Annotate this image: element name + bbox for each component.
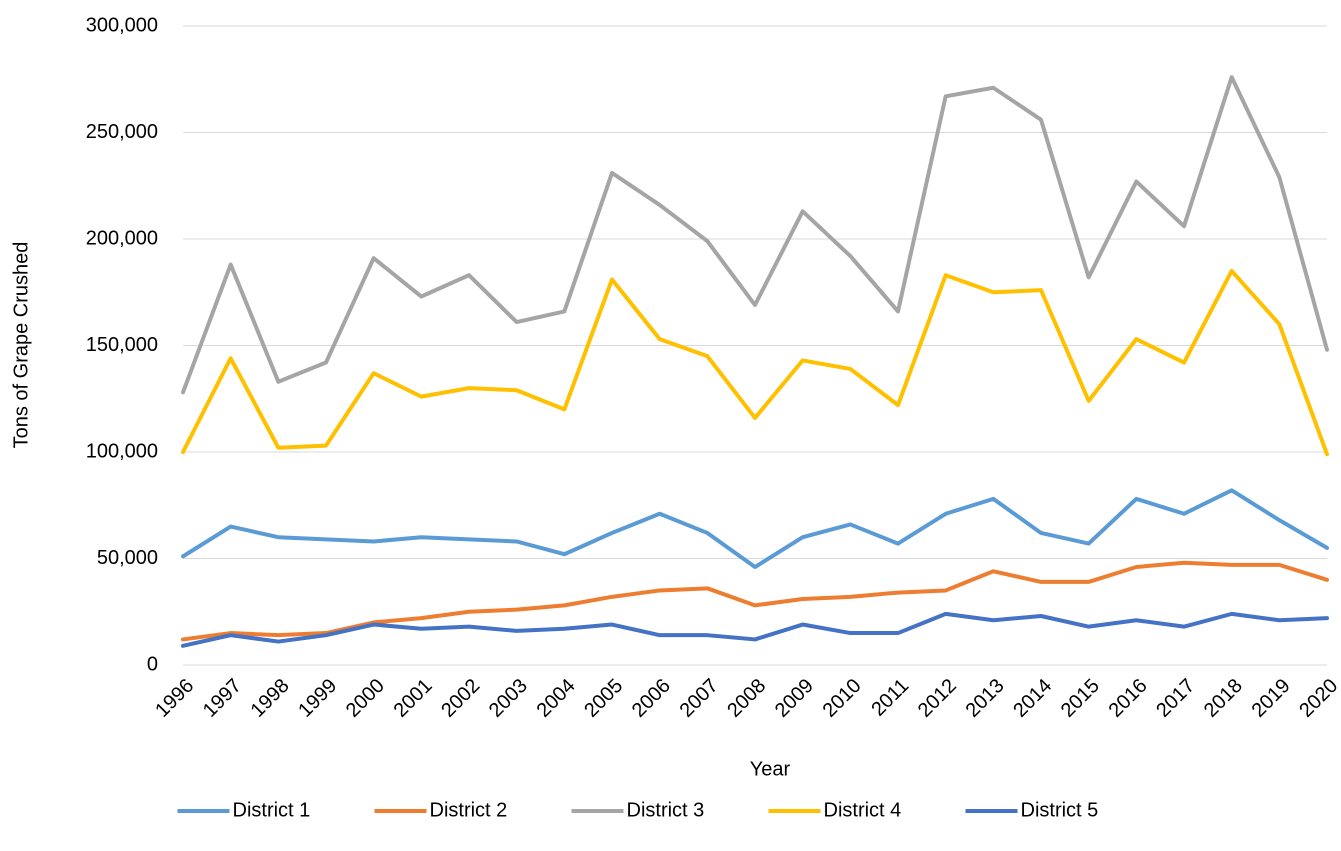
y-axis-label: Tons of Grape Crushed — [10, 242, 32, 449]
x-tick-label: 2011 — [867, 675, 913, 721]
legend-label: District 1 — [233, 799, 311, 821]
x-tick-label: 2000 — [342, 675, 389, 722]
series-line — [181, 75, 1329, 395]
y-tick-label: 100,000 — [86, 440, 158, 462]
y-tick-label: 0 — [147, 653, 158, 675]
x-tick-label: 2016 — [1105, 675, 1152, 722]
series-line — [181, 611, 1329, 648]
x-tick-label: 2004 — [533, 675, 580, 722]
legend-label: District 5 — [1021, 799, 1099, 821]
x-tick-label: 2017 — [1152, 675, 1199, 722]
x-tick-label: 2012 — [914, 675, 961, 722]
x-tick-label: 2018 — [1200, 675, 1247, 722]
x-axis-label: Year — [750, 758, 791, 780]
y-tick-label: 300,000 — [86, 14, 158, 36]
legend-label: District 4 — [824, 799, 902, 821]
y-tick-label: 50,000 — [97, 547, 158, 569]
x-tick-label: 2015 — [1057, 675, 1104, 722]
x-tick-label: 2019 — [1248, 675, 1295, 722]
x-tick-label: 2001 — [390, 675, 437, 722]
x-tick-label: 2007 — [676, 675, 723, 722]
x-tick-label: 2014 — [1009, 675, 1056, 722]
x-tick-label: 2003 — [485, 675, 532, 722]
x-tick-label: 2009 — [771, 675, 818, 722]
x-tick-label: 2005 — [580, 675, 627, 722]
x-tick-label: 2002 — [437, 675, 484, 722]
x-tick-label: 1999 — [294, 675, 341, 722]
x-tick-label: 2006 — [628, 675, 675, 722]
x-tick-label: 1996 — [151, 675, 198, 722]
x-tick-label: 2008 — [723, 675, 770, 722]
y-tick-label: 200,000 — [86, 227, 158, 249]
series-line — [181, 560, 1329, 642]
legend-label: District 3 — [627, 799, 705, 821]
series-line — [181, 488, 1329, 570]
x-tick-label: 2013 — [962, 675, 1009, 722]
x-tick-label: 2010 — [819, 675, 866, 722]
x-tick-label: 2020 — [1295, 675, 1341, 722]
y-tick-label: 150,000 — [86, 334, 158, 356]
series-line — [181, 268, 1329, 457]
x-tick-label: 1997 — [199, 675, 246, 722]
x-tick-label: 1998 — [247, 675, 294, 722]
y-tick-label: 250,000 — [86, 121, 158, 143]
legend-label: District 2 — [430, 799, 508, 821]
